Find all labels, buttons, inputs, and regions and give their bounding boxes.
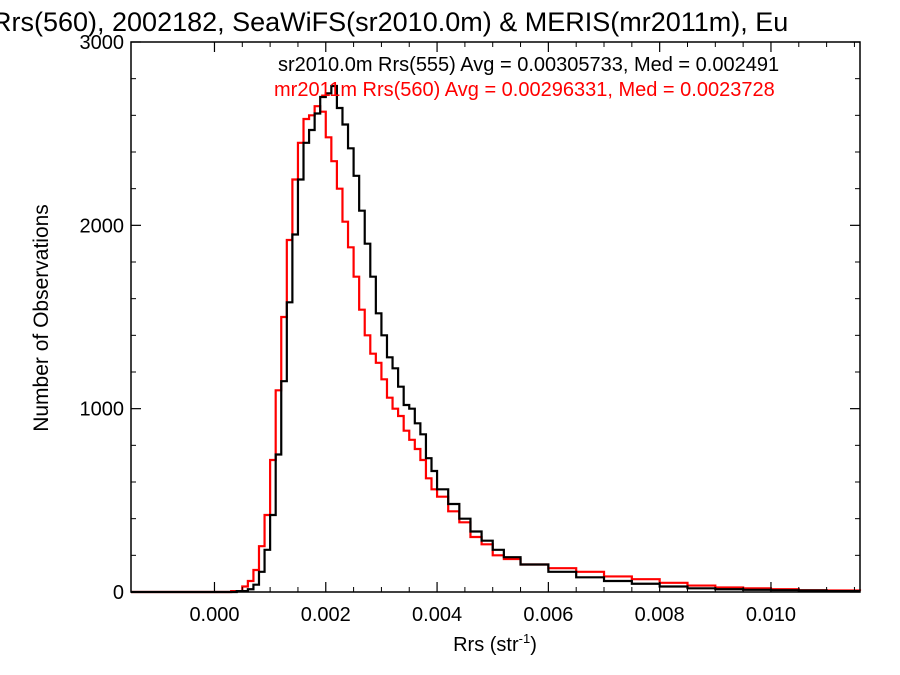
x-tick-label: 0.010: [746, 604, 796, 626]
chart-title: Rrs(560), 2002182, SeaWiFS(sr2010.0m) & …: [0, 7, 788, 37]
y-tick-label: 0: [113, 582, 124, 604]
x-tick-label: 0.006: [523, 604, 573, 626]
y-axis-label: Number of Observations: [30, 204, 53, 432]
series-layer: [131, 84, 862, 594]
x-axis-label: Rrs (str-1): [453, 631, 537, 656]
legend-entry-sr2010: sr2010.0m Rrs(555) Avg = 0.00305733, Med…: [278, 54, 779, 76]
y-tick-label: 2000: [80, 215, 125, 237]
x-tick-label: 0.008: [635, 604, 685, 626]
y-tick-label: 3000: [80, 32, 125, 54]
x-tick-label: 0.002: [301, 604, 351, 626]
ticks-layer: 0.000 0.002 0.004 0.006 0.008 0.010 0 1000 2000 3…: [80, 32, 860, 626]
series-line-mr2011: [131, 105, 862, 594]
x-axis-label-tail: ): [530, 634, 537, 656]
series-line-sr2010: [131, 84, 860, 594]
x-tick-label: 0.000: [189, 604, 239, 626]
y-tick-label: 1000: [80, 399, 125, 421]
plot-frame: [130, 41, 861, 593]
x-axis-label-main: Rrs (str: [453, 634, 519, 656]
legend-entry-mr2011: mr2011m Rrs(560) Avg = 0.00296331, Med =…: [274, 79, 775, 101]
x-tick-label: 0.004: [412, 604, 462, 626]
x-axis-label-superscript: -1: [519, 631, 531, 646]
